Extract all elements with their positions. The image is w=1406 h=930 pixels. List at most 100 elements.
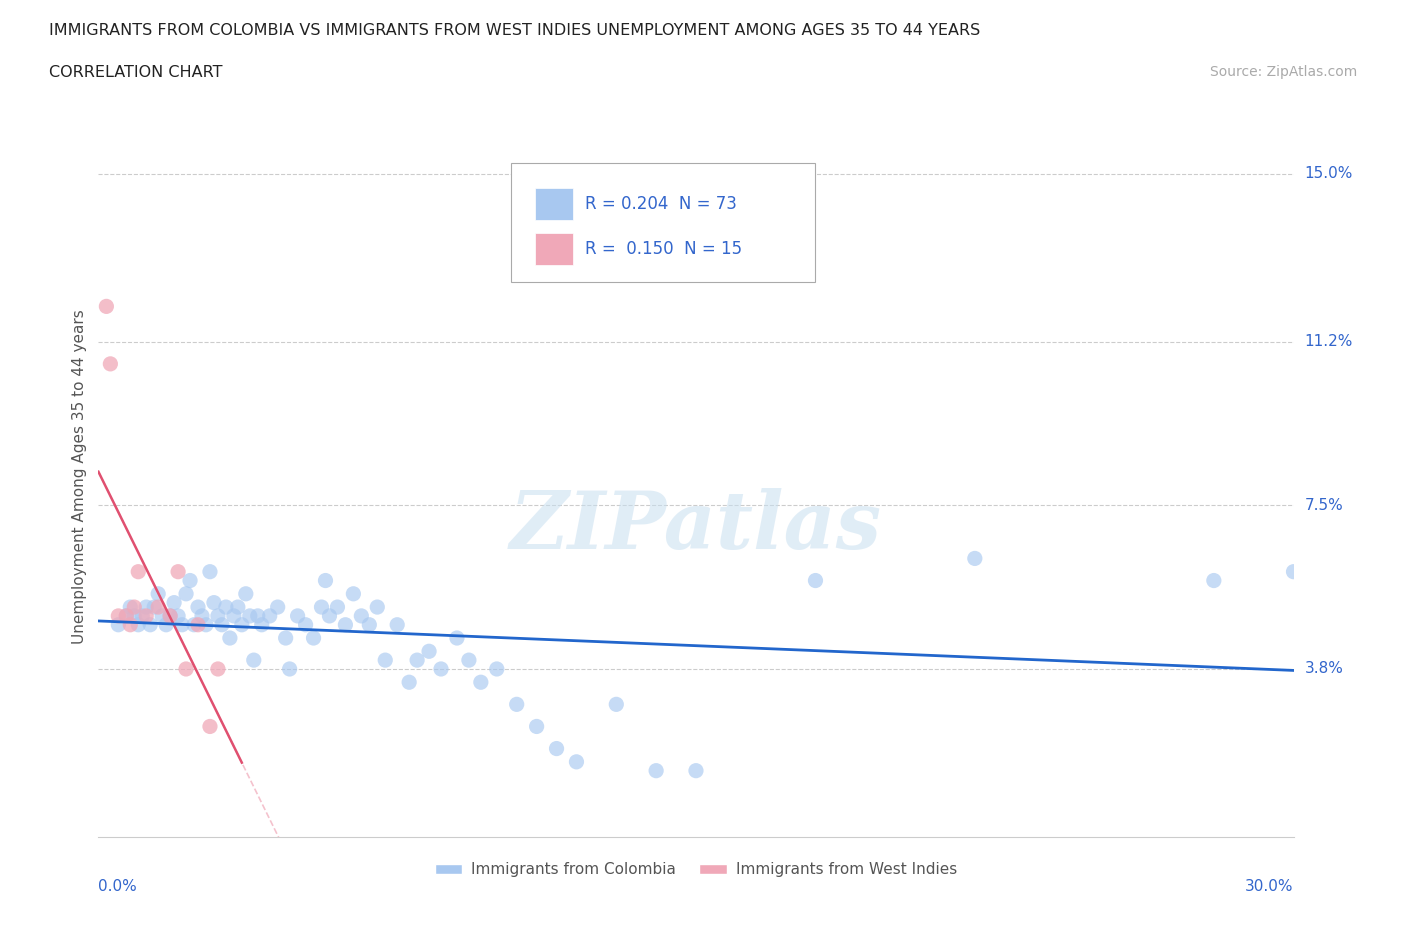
Point [267, 600, 290, 615]
Text: 15.0%: 15.0% [1305, 166, 1353, 181]
Point [506, 697, 529, 711]
Text: CORRELATION CHART: CORRELATION CHART [49, 65, 222, 80]
Point [243, 653, 266, 668]
Point [183, 618, 205, 632]
Point [446, 631, 468, 645]
Point [115, 608, 138, 623]
Text: 3.8%: 3.8% [1305, 661, 1344, 676]
Point [526, 719, 548, 734]
Point [685, 764, 707, 778]
Point [804, 573, 827, 588]
Point [239, 608, 262, 623]
Point [385, 618, 409, 632]
Point [294, 618, 316, 632]
Point [167, 565, 190, 579]
Point [159, 608, 181, 623]
Point [155, 618, 177, 632]
Point [418, 644, 440, 658]
Point [1202, 573, 1225, 588]
Point [374, 653, 396, 668]
Point [115, 608, 138, 623]
Point [302, 631, 325, 645]
Point [135, 600, 157, 615]
Point [191, 608, 214, 623]
Point [350, 608, 373, 623]
Point [259, 608, 281, 623]
Point [318, 608, 340, 623]
Point [219, 631, 242, 645]
Point [187, 600, 209, 615]
Point [215, 600, 238, 615]
Point [1282, 565, 1305, 579]
Point [172, 618, 194, 632]
Point [163, 595, 186, 610]
Point [335, 618, 357, 632]
Text: 0.0%: 0.0% [98, 879, 138, 894]
Point [148, 586, 170, 601]
Point [311, 600, 333, 615]
Point [485, 661, 508, 676]
Text: 11.2%: 11.2% [1305, 334, 1353, 350]
Text: IMMIGRANTS FROM COLOMBIA VS IMMIGRANTS FROM WEST INDIES UNEMPLOYMENT AMONG AGES : IMMIGRANTS FROM COLOMBIA VS IMMIGRANTS F… [49, 23, 980, 38]
Point [198, 719, 221, 734]
Point [326, 600, 349, 615]
Point [565, 754, 588, 769]
Point [406, 653, 429, 668]
Point [470, 675, 492, 690]
Point [207, 608, 229, 623]
Point [250, 618, 273, 632]
Point [222, 608, 245, 623]
Point [235, 586, 257, 601]
Point [430, 661, 453, 676]
Point [143, 600, 166, 615]
Point [139, 618, 162, 632]
Point [458, 653, 481, 668]
Point [124, 608, 146, 623]
Point [546, 741, 568, 756]
Point [127, 618, 149, 632]
Point [278, 661, 301, 676]
Y-axis label: Unemployment Among Ages 35 to 44 years: Unemployment Among Ages 35 to 44 years [72, 310, 87, 644]
Point [207, 661, 229, 676]
Point [96, 299, 118, 313]
Point [187, 618, 209, 632]
Point [127, 565, 149, 579]
FancyBboxPatch shape [534, 188, 572, 219]
Point [211, 618, 233, 632]
Point [195, 618, 218, 632]
Point [120, 600, 142, 615]
Point [226, 600, 249, 615]
Text: Source: ZipAtlas.com: Source: ZipAtlas.com [1209, 65, 1357, 79]
Text: R = 0.204  N = 73: R = 0.204 N = 73 [585, 194, 737, 213]
Point [645, 764, 668, 778]
Point [359, 618, 381, 632]
Point [135, 608, 157, 623]
Point [148, 600, 170, 615]
Text: 30.0%: 30.0% [1246, 879, 1294, 894]
Point [398, 675, 420, 690]
Point [107, 608, 129, 623]
Point [198, 565, 221, 579]
Point [124, 600, 146, 615]
Point [98, 356, 122, 371]
Legend: Immigrants from Colombia, Immigrants from West Indies: Immigrants from Colombia, Immigrants fro… [429, 857, 963, 884]
Text: 7.5%: 7.5% [1305, 498, 1343, 512]
Point [605, 697, 627, 711]
Point [274, 631, 297, 645]
Point [342, 586, 364, 601]
Point [174, 586, 197, 601]
Point [366, 600, 388, 615]
Point [287, 608, 309, 623]
FancyBboxPatch shape [534, 232, 572, 264]
Point [963, 551, 986, 565]
Point [315, 573, 337, 588]
Point [159, 608, 181, 623]
Point [179, 573, 201, 588]
Point [174, 661, 197, 676]
Point [246, 608, 269, 623]
FancyBboxPatch shape [510, 163, 815, 282]
Point [120, 618, 142, 632]
Point [107, 618, 129, 632]
Point [202, 595, 225, 610]
Point [150, 608, 173, 623]
